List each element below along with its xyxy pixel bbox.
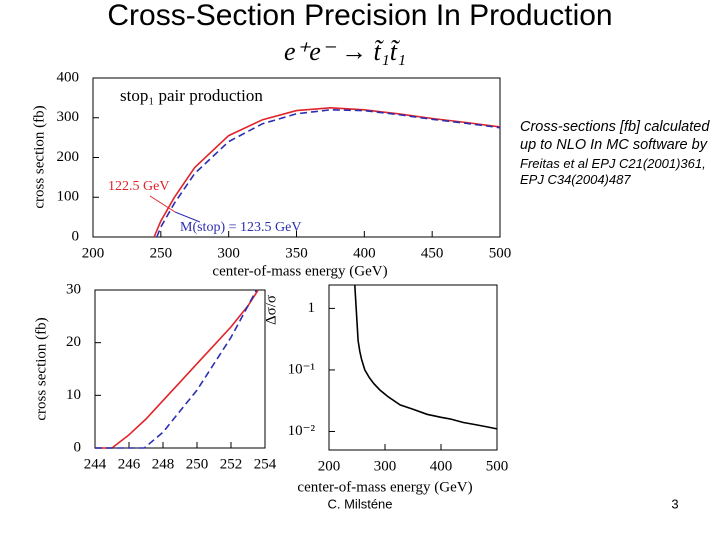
y-tick-label: 300 [57, 109, 80, 125]
series-line [95, 289, 259, 449]
y-tick-label: 400 [57, 69, 80, 85]
annotation-arrow [149, 195, 176, 213]
annotation: M(stop) = 123.5 GeV [180, 220, 301, 235]
y-tick-label: 200 [57, 149, 80, 165]
y-tick-label: 20 [66, 334, 81, 350]
series-line [156, 108, 501, 238]
y-axis-label: cross section (fb) [31, 105, 47, 208]
x-tick-label: 250 [150, 245, 173, 261]
footer-author: C. Milsténe [327, 496, 392, 511]
annotation-arrow [174, 211, 201, 223]
y-tick-label: 10 [66, 387, 81, 403]
x-tick-label: 300 [374, 458, 397, 474]
x-tick-label: 400 [353, 245, 376, 261]
x-tick-label: 350 [285, 245, 308, 261]
annotation: stop₁ pair production [120, 86, 263, 105]
y-tick-label: 1 [308, 300, 316, 316]
y-tick-label: 0 [74, 439, 82, 455]
x-tick-label: 500 [486, 458, 509, 474]
x-tick-label: 248 [152, 456, 175, 472]
x-tick-label: 254 [254, 456, 277, 472]
x-tick-label: 244 [84, 456, 107, 472]
x-tick-label: 246 [118, 456, 141, 472]
x-tick-label: 250 [186, 456, 209, 472]
y-tick-label: 10⁻¹ [288, 361, 315, 377]
series-line [95, 289, 258, 449]
x-tick-label: 252 [220, 456, 243, 472]
note: Freitas et al EPJ C21(2001)361, EPJ C34(… [520, 156, 706, 187]
x-tick-label: 200 [318, 458, 341, 474]
x-tick-label: 450 [421, 245, 444, 261]
x-tick-label: 200 [82, 245, 105, 261]
y-tick-label: 10⁻² [288, 423, 316, 439]
slide-title: Cross-Section Precision In Production [107, 0, 612, 32]
x-axis-label: center-of-mass energy (GeV) [212, 263, 387, 279]
x-tick-label: 500 [489, 245, 512, 261]
notes: Cross-sections [fb] calculated up to NLO… [520, 119, 710, 187]
x-tick-label: 300 [217, 245, 240, 261]
y-tick-label: 100 [57, 189, 80, 205]
annotation: 122.5 GeV [108, 179, 169, 194]
series-line [354, 284, 498, 430]
x-tick-label: 400 [430, 458, 453, 474]
y-axis-label: Δσ/σ [263, 295, 279, 325]
note: Cross-sections [fb] calculated up to NLO… [520, 119, 710, 153]
formula: e⁺e⁻ → t̃₁t̃₁ [284, 37, 406, 66]
y-axis-label: cross section (fb) [33, 317, 49, 420]
plot-frame [328, 284, 498, 451]
plot-frame [94, 289, 266, 449]
series-line [153, 106, 501, 238]
x-axis-label: center-of-mass energy (GeV) [297, 479, 472, 495]
footer-page: 3 [671, 496, 678, 511]
y-tick-label: 0 [72, 228, 80, 244]
y-tick-label: 30 [66, 281, 81, 297]
